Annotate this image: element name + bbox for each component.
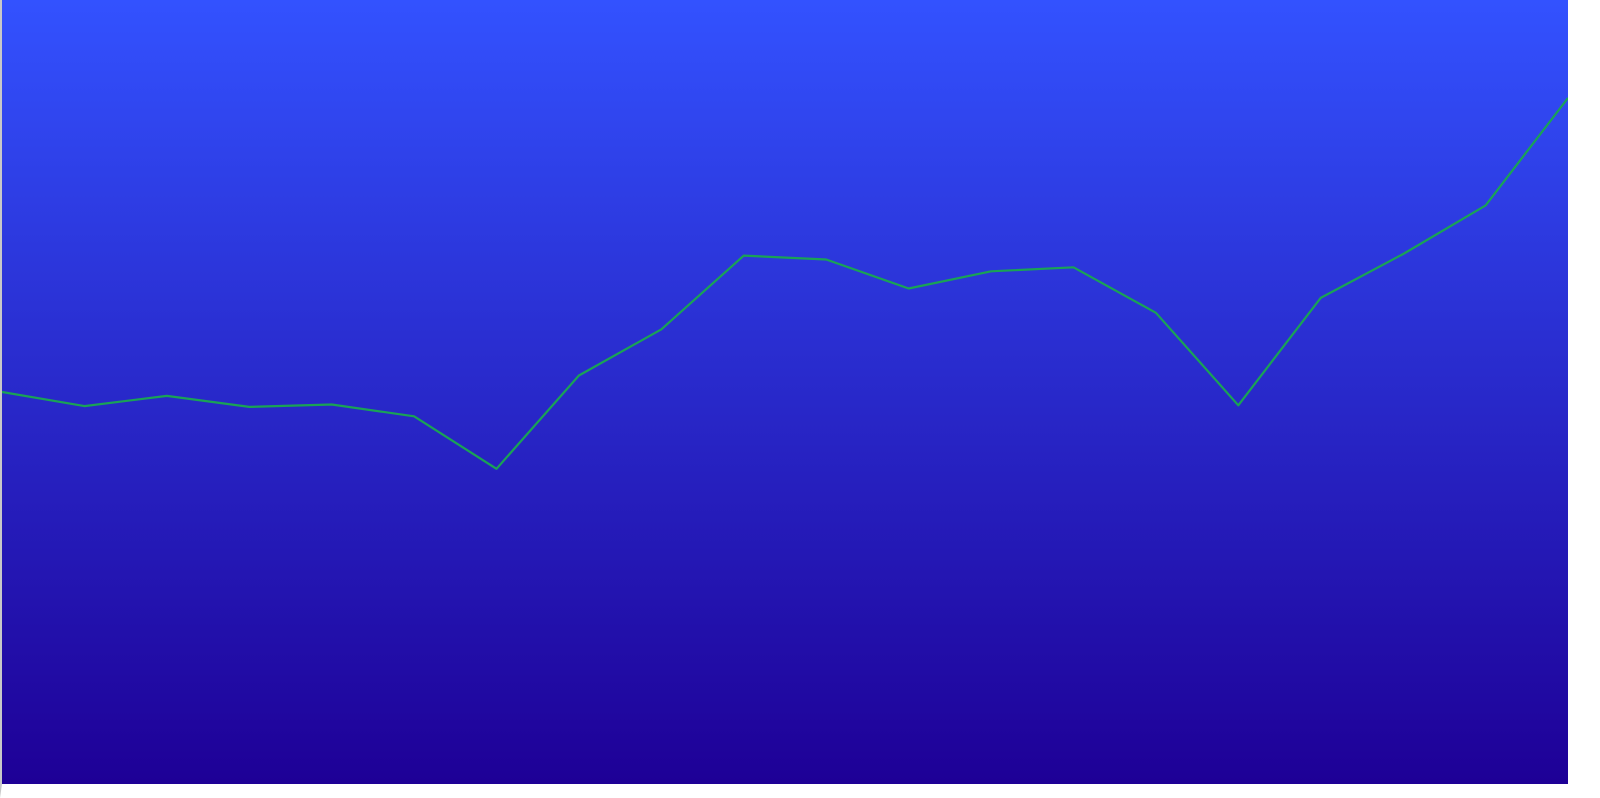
data-point xyxy=(83,405,85,407)
data-point xyxy=(496,468,497,470)
data-point xyxy=(413,415,415,417)
data-point xyxy=(660,328,662,330)
data-point xyxy=(1402,253,1404,255)
data-point xyxy=(166,395,168,397)
data-point xyxy=(990,270,992,272)
data-point xyxy=(331,404,333,405)
data-point xyxy=(1485,204,1487,206)
data-point xyxy=(1073,266,1074,268)
data-point xyxy=(578,375,580,376)
series-layer xyxy=(2,97,1568,470)
data-point xyxy=(825,259,827,260)
series-line-0 xyxy=(2,97,1568,470)
chart-background xyxy=(2,0,1568,784)
data-point xyxy=(743,255,745,257)
data-point xyxy=(2,391,3,393)
data-point xyxy=(1320,297,1322,299)
chart-canvas xyxy=(2,0,1568,784)
data-point xyxy=(908,288,910,289)
data-point xyxy=(1567,97,1568,99)
data-point xyxy=(1155,312,1157,314)
data-point xyxy=(248,406,250,408)
data-point xyxy=(1237,404,1239,406)
